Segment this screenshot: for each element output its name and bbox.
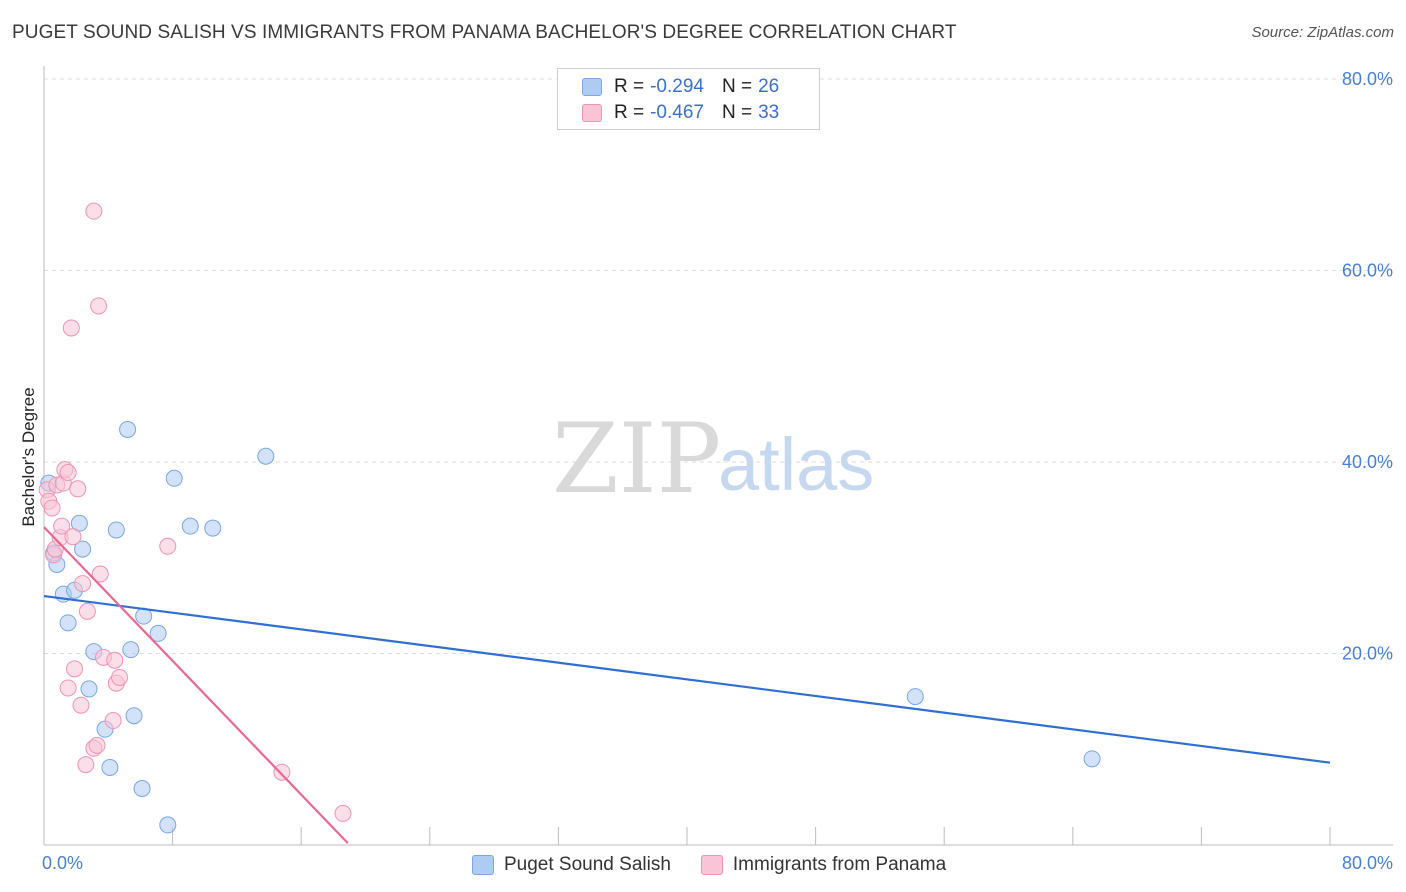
series-legend-salish[interactable]: Puget Sound Salish [472, 854, 671, 876]
legend-n-label: N = [721, 76, 753, 97]
panama-point [106, 651, 124, 669]
panama-point [69, 480, 87, 498]
y-tick-label: 80.0% [1342, 69, 1393, 89]
legend-row-panama: R = -0.467 N = 33 [582, 101, 797, 125]
trendlines [43, 526, 1331, 844]
y-tick-label: 60.0% [1342, 261, 1393, 281]
series-swatch-salish [472, 855, 494, 875]
salish-point [101, 758, 119, 776]
panama-point [72, 696, 90, 714]
salish-point [149, 624, 167, 642]
panama-point [334, 804, 352, 822]
series-swatch-panama [700, 855, 723, 875]
salish-point [165, 469, 183, 487]
x-tick-label-min: 0.0% [42, 853, 83, 873]
watermark-zip: ZIP [552, 403, 721, 515]
panama-point [53, 517, 71, 535]
panama-point [59, 679, 77, 697]
legend-row-salish: R = -0.294 N = 26 [582, 75, 797, 99]
panama-point [273, 763, 291, 781]
series-legend-panama[interactable]: Immigrants from Panama [700, 854, 947, 876]
salish-point [257, 447, 275, 465]
watermark: ZIP atlas [552, 403, 874, 515]
salish-point [181, 517, 199, 535]
panama-point [66, 660, 84, 678]
panama-point [88, 736, 106, 754]
salish-point [107, 521, 125, 539]
panama-point [90, 297, 108, 315]
panama-point [78, 602, 96, 620]
y-tick-labels: 20.0% 40.0% 60.0% 80.0% [1342, 69, 1393, 664]
legend-r-value: -0.294 [650, 76, 704, 97]
y-tick-label: 40.0% [1342, 452, 1393, 472]
salish-point [1083, 750, 1101, 768]
gridlines [44, 78, 1393, 654]
axes [43, 66, 1393, 846]
panama-point [62, 319, 80, 337]
panama-point [74, 575, 92, 593]
salish-point [133, 780, 151, 798]
panama-point [59, 464, 77, 482]
salish-point [59, 614, 77, 632]
salish-point [159, 816, 177, 834]
legend-r-value: -0.467 [650, 102, 704, 123]
y-tick-label: 20.0% [1342, 644, 1393, 664]
legend-r-label: R = [614, 76, 645, 97]
scatter-points [38, 202, 1101, 834]
y-axis-label: Bachelor's Degree [19, 387, 38, 526]
panama-point [43, 499, 61, 517]
chart-title: PUGET SOUND SALISH VS IMMIGRANTS FROM PA… [12, 22, 957, 43]
x-tick-label-max: 80.0% [1342, 853, 1393, 873]
x-tick-labels: 0.0% 80.0% [42, 853, 1393, 873]
salish-point [122, 641, 140, 659]
series-legend: Puget Sound Salish Immigrants from Panam… [472, 852, 976, 878]
salish-point [119, 420, 137, 438]
watermark-atlas: atlas [718, 423, 874, 506]
salish-point [74, 540, 92, 558]
panama-point [111, 668, 129, 686]
legend-n-label: N = [721, 102, 753, 123]
panama-point [91, 565, 109, 583]
correlation-legend: R = -0.294 N = 26 R = -0.467 N = 33 [557, 68, 820, 130]
series-label-salish: Puget Sound Salish [504, 854, 671, 875]
panama-point [104, 712, 122, 730]
series-label-panama: Immigrants from Panama [732, 854, 947, 875]
salish-trendline [43, 594, 1331, 764]
panama-point [77, 756, 95, 774]
panama-point [85, 202, 103, 220]
legend-swatch-panama [582, 104, 602, 122]
legend-swatch-salish [582, 78, 602, 96]
salish-point [125, 707, 143, 725]
source-label: Source: ZipAtlas.com [1251, 24, 1394, 41]
salish-point [80, 680, 98, 698]
salish-point [204, 519, 222, 537]
legend-n-value: 33 [758, 102, 780, 123]
legend-n-value: 26 [758, 76, 780, 97]
panama-point [64, 528, 82, 546]
panama-point [159, 537, 177, 555]
panama-trendline [43, 526, 349, 844]
legend-r-label: R = [614, 102, 645, 123]
salish-point [906, 688, 924, 706]
